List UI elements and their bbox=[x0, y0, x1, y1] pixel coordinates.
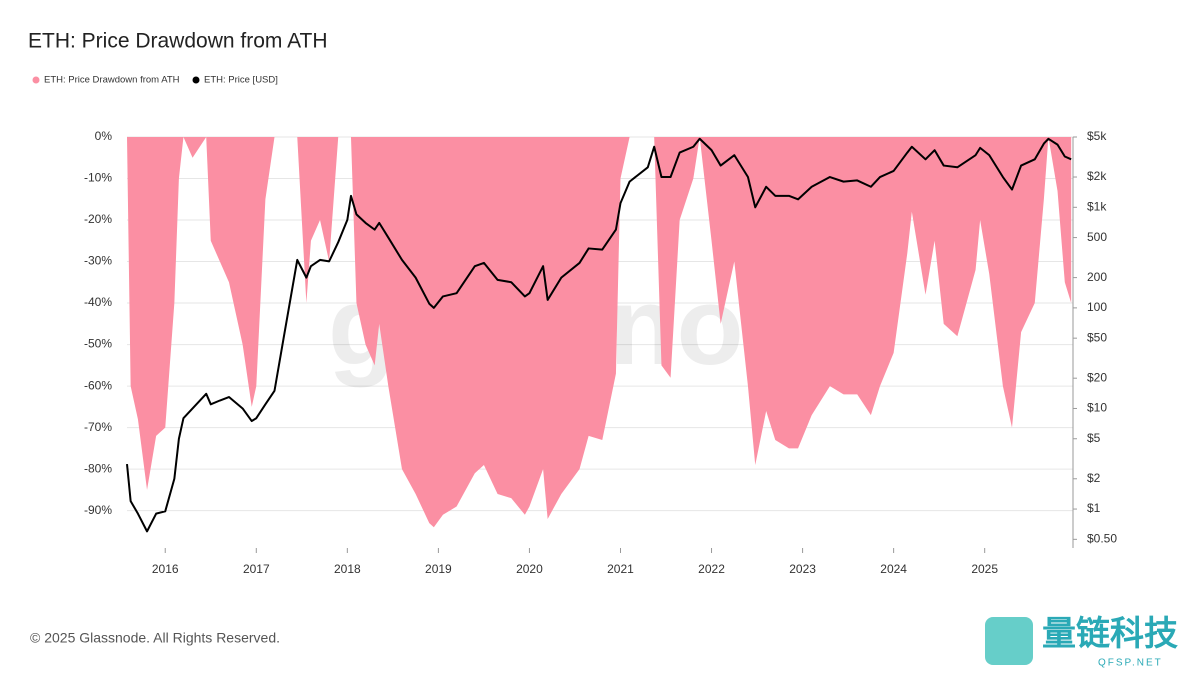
y2-tick-label: 100 bbox=[1087, 300, 1107, 314]
x-tick-label: 2022 bbox=[698, 562, 725, 576]
x-tick-label: 2021 bbox=[607, 562, 634, 576]
x-tick-label: 2017 bbox=[243, 562, 270, 576]
x-tick-label: 2019 bbox=[425, 562, 452, 576]
y2-tick-label: $20 bbox=[1087, 370, 1107, 384]
logo-site: QFSP.NET bbox=[1098, 658, 1163, 669]
legend-label: ETH: Price [USD] bbox=[204, 75, 278, 86]
y2-tick-label: $5 bbox=[1087, 431, 1101, 445]
y-tick-label: -30% bbox=[84, 254, 112, 268]
y-tick-label: -90% bbox=[84, 503, 112, 517]
price-line bbox=[126, 137, 1072, 533]
x-tick-label: 2024 bbox=[880, 562, 907, 576]
x-tick-label: 2020 bbox=[516, 562, 543, 576]
drawdown-area bbox=[127, 137, 1072, 528]
y-tick-label: -10% bbox=[84, 171, 112, 185]
y2-tick-label: $50 bbox=[1087, 330, 1107, 344]
x-tick-label: 2016 bbox=[152, 562, 179, 576]
logo-name: 量链科技 bbox=[1042, 615, 1178, 653]
y2-tick-label: $2k bbox=[1087, 169, 1107, 183]
y-tick-label: -50% bbox=[84, 337, 112, 351]
y2-tick-label: $1k bbox=[1087, 199, 1107, 213]
x-tick-label: 2025 bbox=[971, 562, 998, 576]
y-tick-label: -80% bbox=[84, 461, 112, 475]
y2-tick-label: $1 bbox=[1087, 501, 1101, 515]
y2-tick-label: $0.50 bbox=[1087, 532, 1117, 546]
legend-marker bbox=[192, 76, 200, 84]
footer: © 2025 Glassnode. All Rights Reserved. bbox=[30, 630, 280, 646]
y2-tick-label: $10 bbox=[1087, 401, 1107, 415]
y-tick-label: -60% bbox=[84, 378, 112, 392]
x-tick-label: 2023 bbox=[789, 562, 816, 576]
y2-tick-label: $5k bbox=[1087, 129, 1107, 143]
legend-marker bbox=[32, 76, 40, 84]
y2-tick-label: 500 bbox=[1087, 230, 1107, 244]
y-tick-label: 0% bbox=[95, 129, 113, 143]
y2-tick-label: 200 bbox=[1087, 270, 1107, 284]
chart-title: ETH: Price Drawdown from ATH bbox=[28, 30, 328, 53]
y2-tick-label: $2 bbox=[1087, 471, 1101, 485]
y-tick-label: -20% bbox=[84, 212, 112, 226]
y-tick-label: -70% bbox=[84, 420, 112, 434]
y-tick-label: -40% bbox=[84, 295, 112, 309]
legend-label: ETH: Price Drawdown from ATH bbox=[44, 75, 180, 86]
x-tick-label: 2018 bbox=[334, 562, 361, 576]
logo-icon bbox=[985, 617, 1033, 665]
